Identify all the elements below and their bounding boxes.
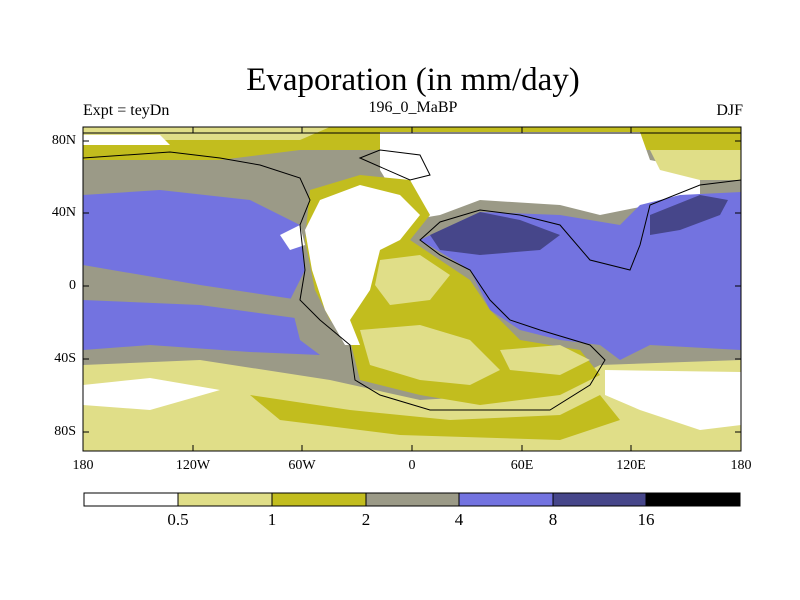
lon-label-180w: 180 bbox=[72, 458, 94, 473]
colorbar-label: 8 bbox=[548, 510, 558, 529]
season-label: DJF bbox=[716, 102, 743, 119]
colorbar-box-0 bbox=[83, 492, 179, 507]
colorbar-label: 16 bbox=[637, 510, 655, 529]
colorbar-label: 2 bbox=[361, 510, 371, 529]
colorbar-box-6 bbox=[645, 492, 741, 507]
lon-label-0: 0 bbox=[408, 458, 416, 473]
colorbar-box-2 bbox=[271, 492, 367, 507]
lon-label-120w: 120W bbox=[175, 458, 211, 473]
colorbar-label: 1 bbox=[267, 510, 277, 529]
axis-ticks bbox=[83, 127, 741, 451]
lat-label-80s: 80S bbox=[54, 424, 76, 439]
lon-label-60e: 60E bbox=[510, 458, 534, 473]
plot-title: Evaporation (in mm/day) bbox=[246, 62, 580, 98]
colorbar-box-4 bbox=[458, 492, 554, 507]
lon-label-120e: 120E bbox=[616, 458, 646, 473]
contour-fill bbox=[83, 127, 741, 451]
time-label: 196_0_MaBP bbox=[368, 99, 458, 116]
colorbar-box-3 bbox=[365, 492, 460, 507]
colorbar-label: 0.5 bbox=[167, 510, 189, 529]
experiment-label: Expt = teyDn bbox=[83, 102, 170, 119]
lat-label-80n: 80N bbox=[51, 133, 76, 148]
lon-label-180e: 180 bbox=[730, 458, 752, 473]
colorbar bbox=[83, 492, 741, 507]
colorbar-box-1 bbox=[177, 492, 273, 507]
lat-label-40n: 40N bbox=[51, 205, 76, 220]
colorbar-box-5 bbox=[552, 492, 647, 507]
lat-label-40s: 40S bbox=[54, 351, 76, 366]
colorbar-label: 4 bbox=[454, 510, 464, 529]
lat-label-0: 0 bbox=[69, 278, 76, 293]
lon-label-60w: 60W bbox=[288, 458, 316, 473]
